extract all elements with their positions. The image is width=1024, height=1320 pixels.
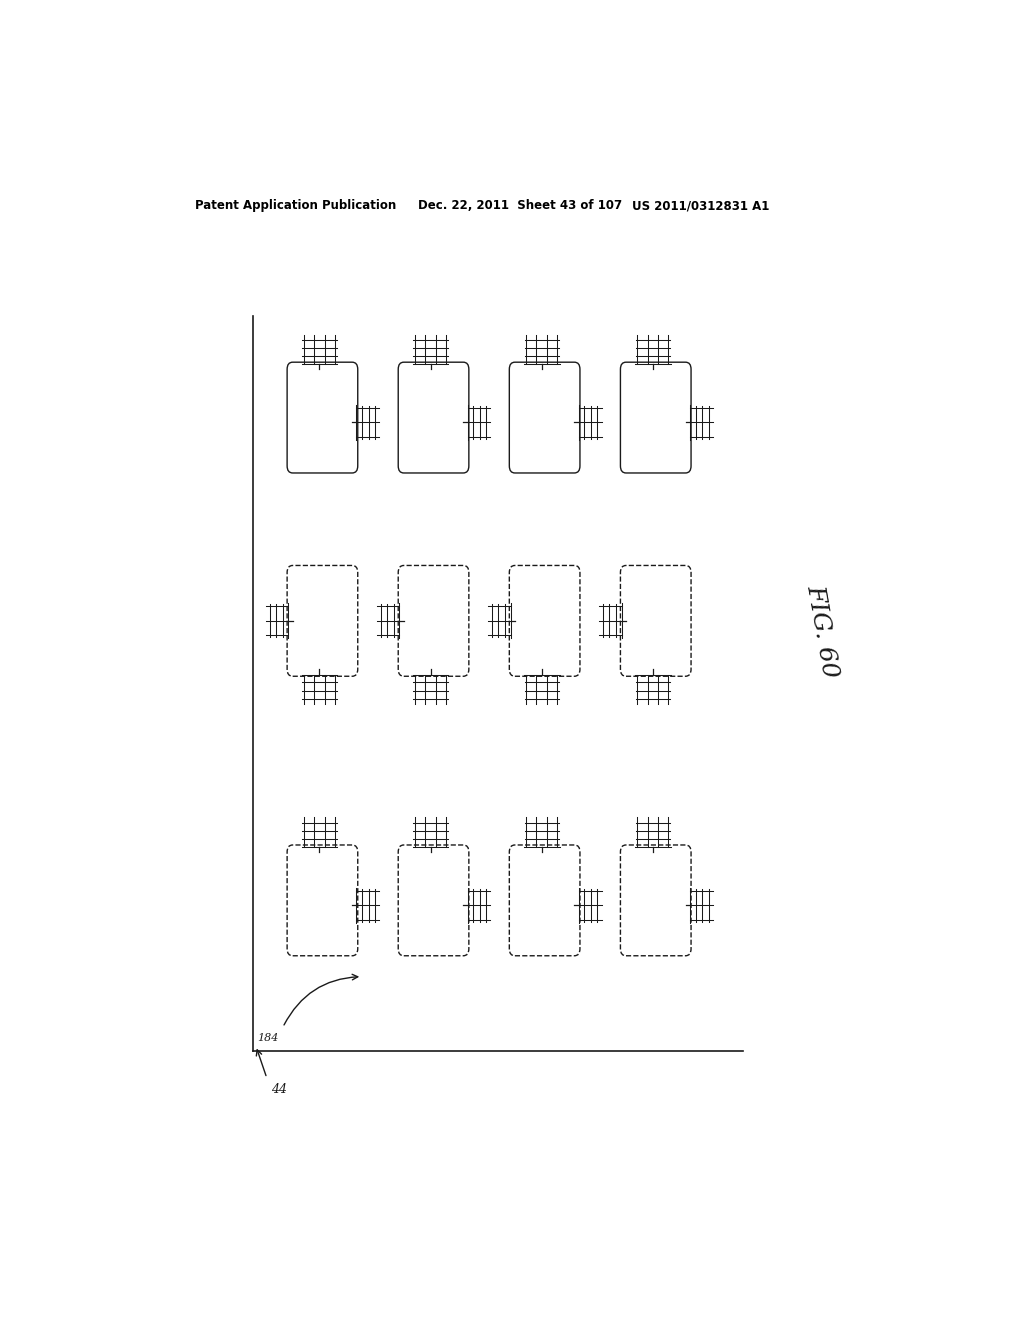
FancyBboxPatch shape <box>287 362 357 473</box>
Text: 44: 44 <box>270 1084 287 1097</box>
FancyBboxPatch shape <box>287 565 357 676</box>
Text: 184: 184 <box>257 1032 279 1043</box>
FancyBboxPatch shape <box>621 845 691 956</box>
Text: FIG. 60: FIG. 60 <box>803 582 842 680</box>
Text: US 2011/0312831 A1: US 2011/0312831 A1 <box>632 199 769 213</box>
FancyBboxPatch shape <box>398 845 469 956</box>
FancyBboxPatch shape <box>509 845 580 956</box>
FancyBboxPatch shape <box>398 565 469 676</box>
Text: Patent Application Publication: Patent Application Publication <box>196 199 396 213</box>
Text: Dec. 22, 2011  Sheet 43 of 107: Dec. 22, 2011 Sheet 43 of 107 <box>418 199 622 213</box>
FancyBboxPatch shape <box>509 362 580 473</box>
FancyBboxPatch shape <box>621 565 691 676</box>
FancyBboxPatch shape <box>287 845 357 956</box>
FancyBboxPatch shape <box>398 362 469 473</box>
FancyBboxPatch shape <box>509 565 580 676</box>
FancyBboxPatch shape <box>621 362 691 473</box>
